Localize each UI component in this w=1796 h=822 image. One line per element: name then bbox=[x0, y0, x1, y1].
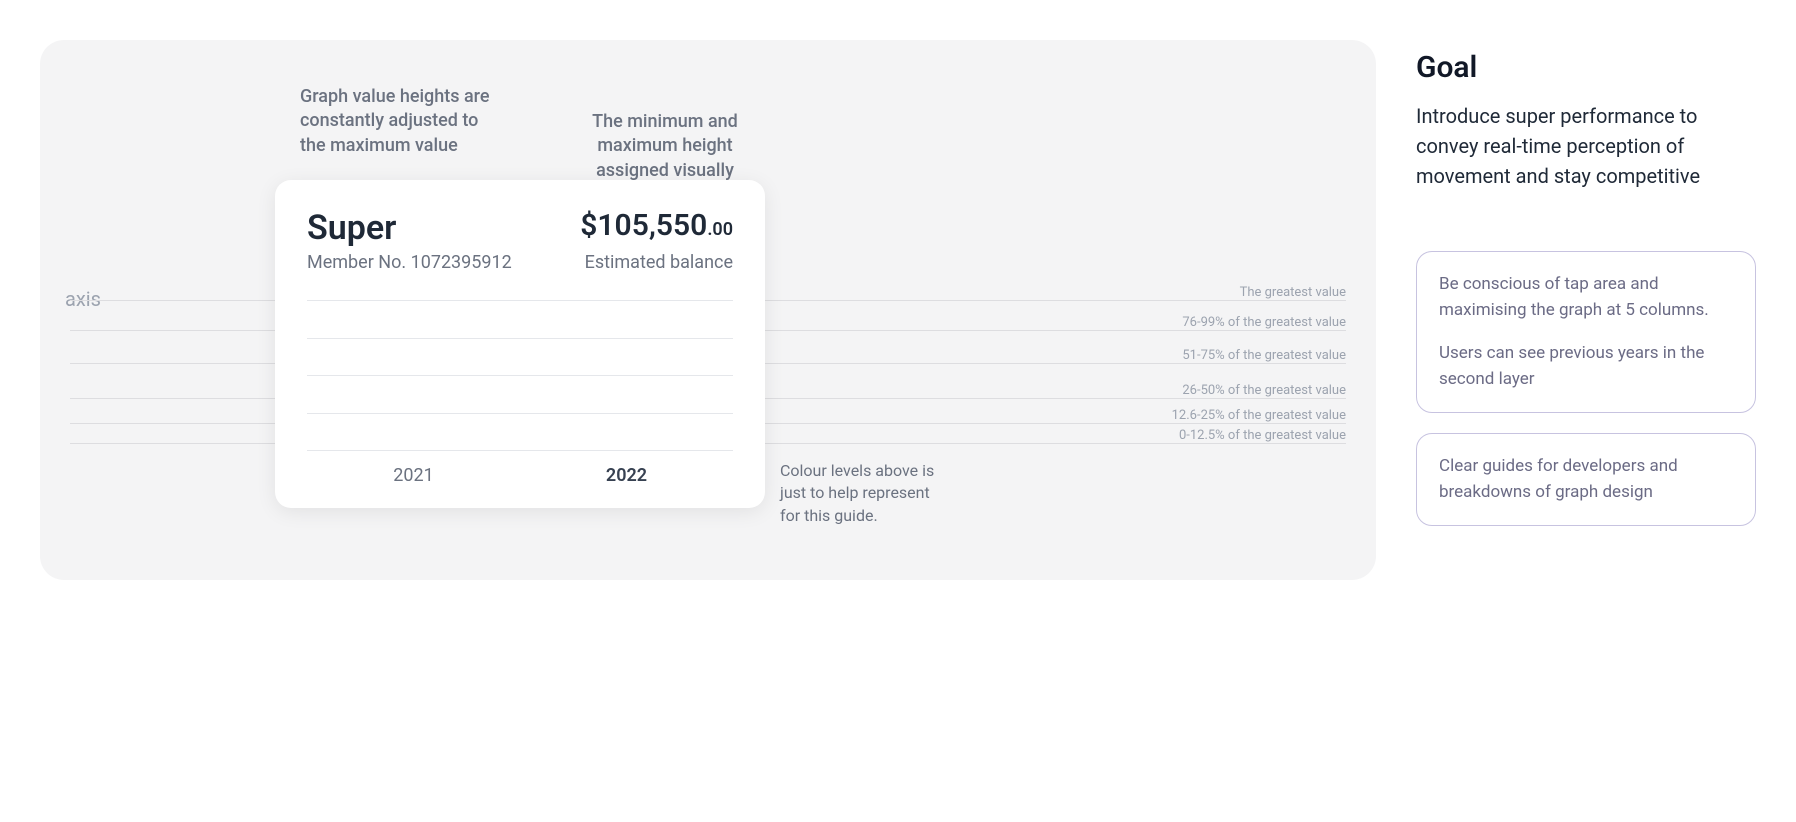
chart-gridline bbox=[307, 450, 733, 451]
balance-label: Estimated balance bbox=[585, 252, 733, 273]
super-card: Super $105,550.00 Member No. 1072395912 … bbox=[275, 180, 765, 508]
chart-gridline bbox=[307, 338, 733, 339]
annotation-min-max: The minimum and maximum height assigned … bbox=[580, 110, 750, 183]
note-paragraph: Be conscious of tap area and maximising … bbox=[1439, 272, 1733, 323]
note-paragraph: Users can see previous years in the seco… bbox=[1439, 341, 1733, 392]
bg-gridline-label: 12.6-25% of the greatest value bbox=[1172, 408, 1346, 423]
bar-year-label: 2022 bbox=[520, 465, 733, 486]
bg-gridline-label: 26-50% of the greatest value bbox=[1182, 383, 1346, 398]
chart-bar-labels: 20212022 bbox=[307, 465, 733, 486]
bar-year-label: 2021 bbox=[307, 465, 520, 486]
bg-gridline-label: 0-12.5% of the greatest value bbox=[1179, 428, 1346, 443]
annotation-graph-heights: Graph value heights are constantly adjus… bbox=[300, 85, 500, 158]
right-panel: Goal Introduce super performance to conv… bbox=[1416, 40, 1756, 546]
chart-area bbox=[307, 301, 733, 451]
bg-gridline-label: 76-99% of the greatest value bbox=[1182, 315, 1346, 330]
note-box: Clear guides for developers and breakdow… bbox=[1416, 433, 1756, 526]
member-number: 1072395912 bbox=[411, 252, 512, 273]
balance-main: $105,550 bbox=[580, 208, 707, 243]
chart-gridline bbox=[307, 300, 733, 301]
bg-gridline-label: 51-75% of the greatest value bbox=[1182, 348, 1346, 363]
bg-gridline-label: The greatest value bbox=[1240, 285, 1346, 300]
notes-container: Be conscious of tap area and maximising … bbox=[1416, 251, 1756, 526]
card-title: Super bbox=[307, 208, 396, 248]
member-info: Member No. 1072395912 bbox=[307, 252, 512, 273]
note-paragraph: Clear guides for developers and breakdow… bbox=[1439, 454, 1733, 505]
chart-gridline bbox=[307, 375, 733, 376]
card-balance: $105,550.00 bbox=[580, 208, 733, 243]
goal-text: Introduce super performance to convey re… bbox=[1416, 101, 1756, 191]
balance-cents: .00 bbox=[707, 219, 733, 240]
chart-gridline bbox=[307, 413, 733, 414]
note-box: Be conscious of tap area and maximising … bbox=[1416, 251, 1756, 413]
goal-heading: Goal bbox=[1416, 50, 1756, 85]
chart-bars bbox=[307, 301, 733, 451]
member-label: Member No. bbox=[307, 252, 406, 273]
design-panel: Graph value heights are constantly adjus… bbox=[40, 40, 1376, 580]
annotation-colour-levels: Colour levels above is just to help repr… bbox=[780, 460, 940, 527]
